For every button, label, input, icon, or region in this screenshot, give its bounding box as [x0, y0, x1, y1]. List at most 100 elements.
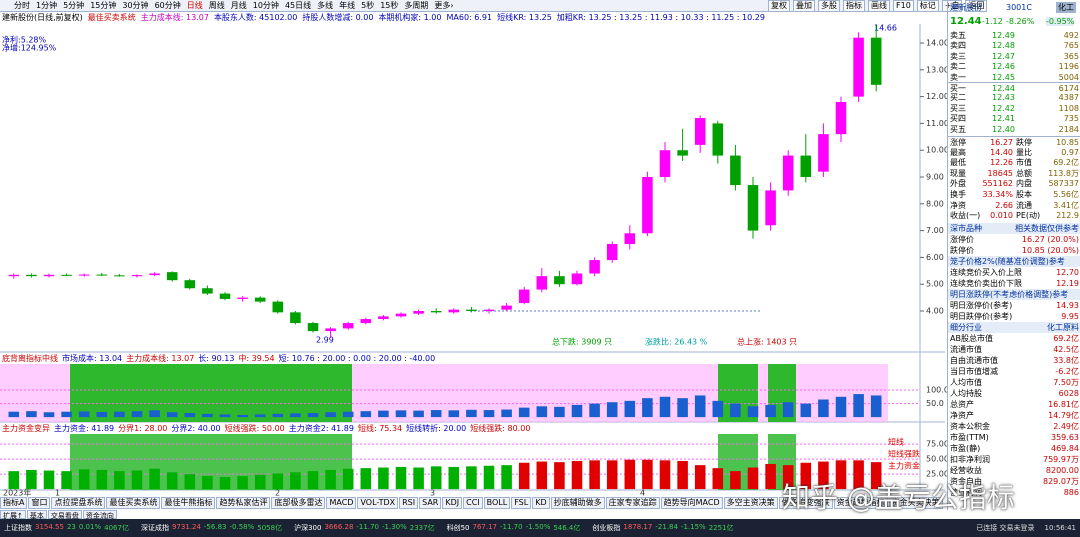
row: 收益(一) 0.010 PE(动) 212.9: [948, 210, 1080, 221]
bottom-tab[interactable]: 资金流向: [82, 510, 117, 520]
tool-button[interactable]: +自: [941, 0, 963, 12]
indicator-tab[interactable]: SAR: [419, 497, 442, 509]
index-bar: 上证指数 3154.55 23 0.01% 4067亿 深证成指 9731.24 -56.83…: [0, 519, 1080, 537]
info-label: 总资产: [950, 399, 974, 409]
bottom-tab[interactable]: 扩展↑: [0, 510, 26, 520]
quote-panel: 建新股份 3001C 化工 12.44 -1.12 -8.26% -0.95% 卖五 12.49…: [947, 0, 1080, 510]
indicator-tab[interactable]: 最佳牛熊指标: [161, 497, 216, 509]
histogram-bar: [413, 467, 424, 490]
period-button[interactable]: 多周期: [404, 1, 429, 10]
tool-button[interactable]: 返回: [965, 0, 988, 12]
indicator-tab[interactable]: 多空主资决策: [723, 497, 778, 509]
info-value: 886: [1063, 487, 1079, 497]
index-item[interactable]: 深证成指 9731.24 -56.83 -0.58% 5058亿: [141, 523, 282, 533]
indicator-tab[interactable]: KD: [532, 497, 550, 509]
index-field: 科创50: [446, 524, 470, 532]
indicator-tab[interactable]: 资金趋势指标: [833, 497, 888, 509]
histogram-bar: [26, 411, 37, 418]
period-button[interactable]: 5分钟: [63, 1, 85, 10]
row: 建新股份 3001C 化工: [948, 2, 1080, 13]
histogram-bar: [835, 460, 847, 490]
indicator-tab[interactable]: FSL: [511, 497, 532, 509]
info-value: 42.5亿: [1053, 344, 1079, 354]
histogram-bar: [466, 466, 477, 490]
indicator-tab[interactable]: 庄家专家追踪: [605, 497, 660, 509]
index-item[interactable]: 创业板指 1878.17 -21.84 -1.15% 2251亿: [592, 523, 733, 533]
period-button[interactable]: 多线: [317, 1, 334, 10]
row: 连续竞价买入价上限 12.70: [948, 267, 1080, 278]
info-label: 净资产: [950, 410, 974, 420]
indicator-tab[interactable]: 指标A: [0, 497, 28, 509]
stock-name: 建新股份: [950, 3, 982, 12]
indicator-tab[interactable]: VOL-TDX: [357, 497, 399, 509]
indicator-tab[interactable]: 最佳买卖系统: [106, 497, 161, 509]
period-button[interactable]: 更多›: [434, 1, 454, 10]
histogram-bar: [448, 466, 460, 490]
period-button[interactable]: 30分钟: [122, 1, 149, 10]
period-button[interactable]: 15分钟: [90, 1, 117, 10]
indicator-tab[interactable]: 资金买卖决策: [888, 497, 943, 509]
period-button[interactable]: 月线: [230, 1, 247, 10]
histogram-bar: [378, 467, 389, 490]
indicator-tab[interactable]: KDJ: [442, 497, 463, 509]
indicator-tab[interactable]: 做多追变强跌: [778, 497, 833, 509]
indicator-tab[interactable]: 点拉提盘系统: [51, 497, 106, 509]
price: 12.44: [950, 16, 982, 27]
index-item[interactable]: 沪深300 3666.28 -11.70 -1.30% 2337亿: [294, 523, 435, 533]
histogram-bar: [272, 473, 284, 490]
tool-button[interactable]: F10: [893, 0, 914, 12]
period-button[interactable]: 60分钟: [154, 1, 181, 10]
indicator-tab[interactable]: 趋势私家估评: [216, 497, 271, 509]
histogram-bar: [589, 403, 600, 418]
histogram-bar: [430, 410, 442, 418]
indicator-tab[interactable]: 窗口: [28, 497, 51, 509]
row: 笼子价格2%(随基准价调整)参考: [948, 255, 1080, 267]
histogram-bar: [202, 475, 213, 490]
period-button[interactable]: 10分钟: [252, 1, 279, 10]
histogram-bar: [96, 411, 108, 418]
period-button[interactable]: 周线: [208, 1, 225, 10]
info-value: 829.07万: [1043, 476, 1079, 486]
tool-button[interactable]: 指标: [843, 0, 865, 12]
tool-button[interactable]: 多股: [818, 0, 840, 12]
indicator-tab[interactable]: 底部极多雷达: [271, 497, 326, 509]
y-tick-label: 4.00: [926, 307, 944, 316]
indicator-tab[interactable]: 抄底辅助做多: [550, 497, 605, 509]
period-button[interactable]: 15秒: [380, 1, 399, 10]
period-button[interactable]: 分时: [14, 1, 30, 10]
panel-header-item: 主力成本线: 13.07: [126, 353, 195, 363]
indicator-tab[interactable]: BOLL: [483, 497, 511, 509]
section-note: 化工原料: [1047, 322, 1079, 332]
row: 买三 12.42 1108: [948, 103, 1080, 114]
period-button[interactable]: 日线: [186, 1, 203, 10]
bottom-tab[interactable]: 基本: [26, 510, 47, 520]
indicator-tab[interactable]: RSI: [399, 497, 419, 509]
stat-value: 18645: [987, 168, 1013, 178]
index-item[interactable]: 上证指数 3154.55 23 0.01% 4067亿: [4, 523, 129, 533]
book-volume: 492: [1063, 31, 1079, 40]
period-button[interactable]: 1分钟: [36, 1, 58, 10]
period-button[interactable]: 5秒: [361, 1, 375, 10]
row: 最低 12.26 市值 69.2亿: [948, 157, 1080, 168]
candle-body: [360, 319, 372, 324]
histogram-bar: [694, 465, 706, 490]
indicator-tab[interactable]: MACD: [326, 497, 357, 509]
tool-button[interactable]: 标记: [916, 0, 939, 12]
tool-button[interactable]: 叠加: [793, 0, 815, 12]
book-volume: 4387: [1058, 93, 1079, 103]
period-button[interactable]: 年线: [339, 1, 356, 10]
candle-body: [448, 309, 460, 313]
indicator-tab[interactable]: 趋势导向MACD: [660, 497, 723, 509]
tool-button[interactable]: 复权: [768, 0, 790, 12]
row: 现量 18645 总额 113.8万: [948, 168, 1080, 179]
candle-body: [78, 274, 90, 276]
bottom-tab[interactable]: 交易看盘: [47, 510, 82, 520]
histogram-bar: [554, 406, 565, 418]
candle-body: [642, 177, 653, 234]
index-item[interactable]: 科创50 767.17 -11.70 -1.50% 546.4亿: [447, 523, 581, 533]
period-button[interactable]: 45日线: [284, 1, 312, 10]
histogram-bar: [395, 466, 407, 490]
histogram-bar: [202, 413, 213, 418]
tool-button[interactable]: 画线: [868, 0, 890, 12]
indicator-tab[interactable]: CCI: [463, 497, 483, 509]
